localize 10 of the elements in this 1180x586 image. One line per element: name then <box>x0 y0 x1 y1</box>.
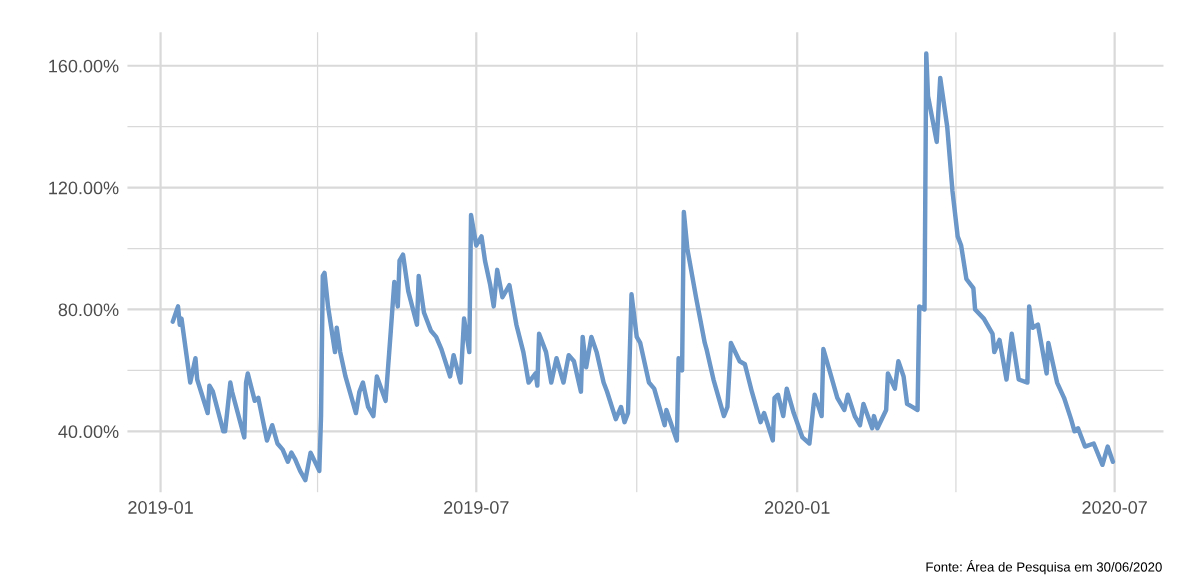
y-tick-label: 160.00% <box>49 59 119 73</box>
line-series <box>170 51 1116 483</box>
source-note: Fonte: Área de Pesquisa em 30/06/2020 <box>926 560 1162 575</box>
x-tick-label: 2019-07 <box>444 501 509 514</box>
y-tick-label: 120.00% <box>49 181 119 195</box>
x-tick-label: 2019-01 <box>128 501 193 514</box>
y-tick-label: 80.00% <box>58 303 119 317</box>
y-tick-label: 40.00% <box>58 425 119 439</box>
x-tick-label: 2020-07 <box>1082 501 1147 514</box>
x-tick-label: 2020-01 <box>764 501 830 514</box>
